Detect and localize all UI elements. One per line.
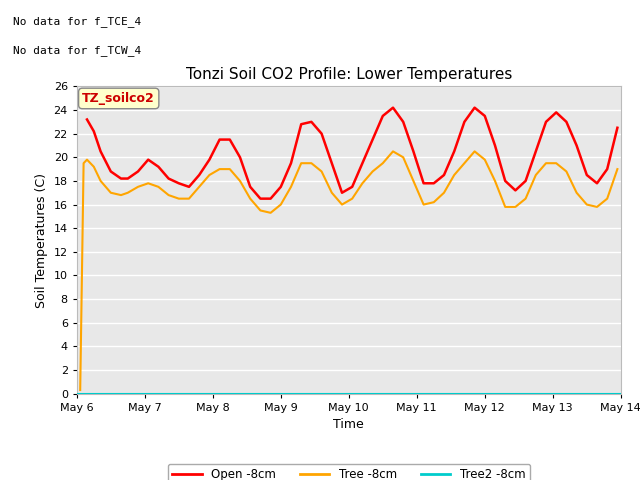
- Text: No data for f_TCE_4: No data for f_TCE_4: [13, 16, 141, 27]
- X-axis label: Time: Time: [333, 418, 364, 431]
- Text: TZ_soilco2: TZ_soilco2: [83, 92, 155, 105]
- Text: No data for f_TCW_4: No data for f_TCW_4: [13, 45, 141, 56]
- Legend: Open -8cm, Tree -8cm, Tree2 -8cm: Open -8cm, Tree -8cm, Tree2 -8cm: [168, 464, 530, 480]
- Title: Tonzi Soil CO2 Profile: Lower Temperatures: Tonzi Soil CO2 Profile: Lower Temperatur…: [186, 68, 512, 83]
- Y-axis label: Soil Temperatures (C): Soil Temperatures (C): [35, 172, 48, 308]
